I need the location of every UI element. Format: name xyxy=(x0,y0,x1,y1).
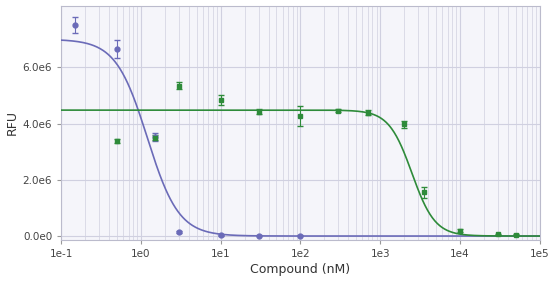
X-axis label: Compound (nM): Compound (nM) xyxy=(250,263,351,276)
Y-axis label: RFU: RFU xyxy=(6,110,18,135)
